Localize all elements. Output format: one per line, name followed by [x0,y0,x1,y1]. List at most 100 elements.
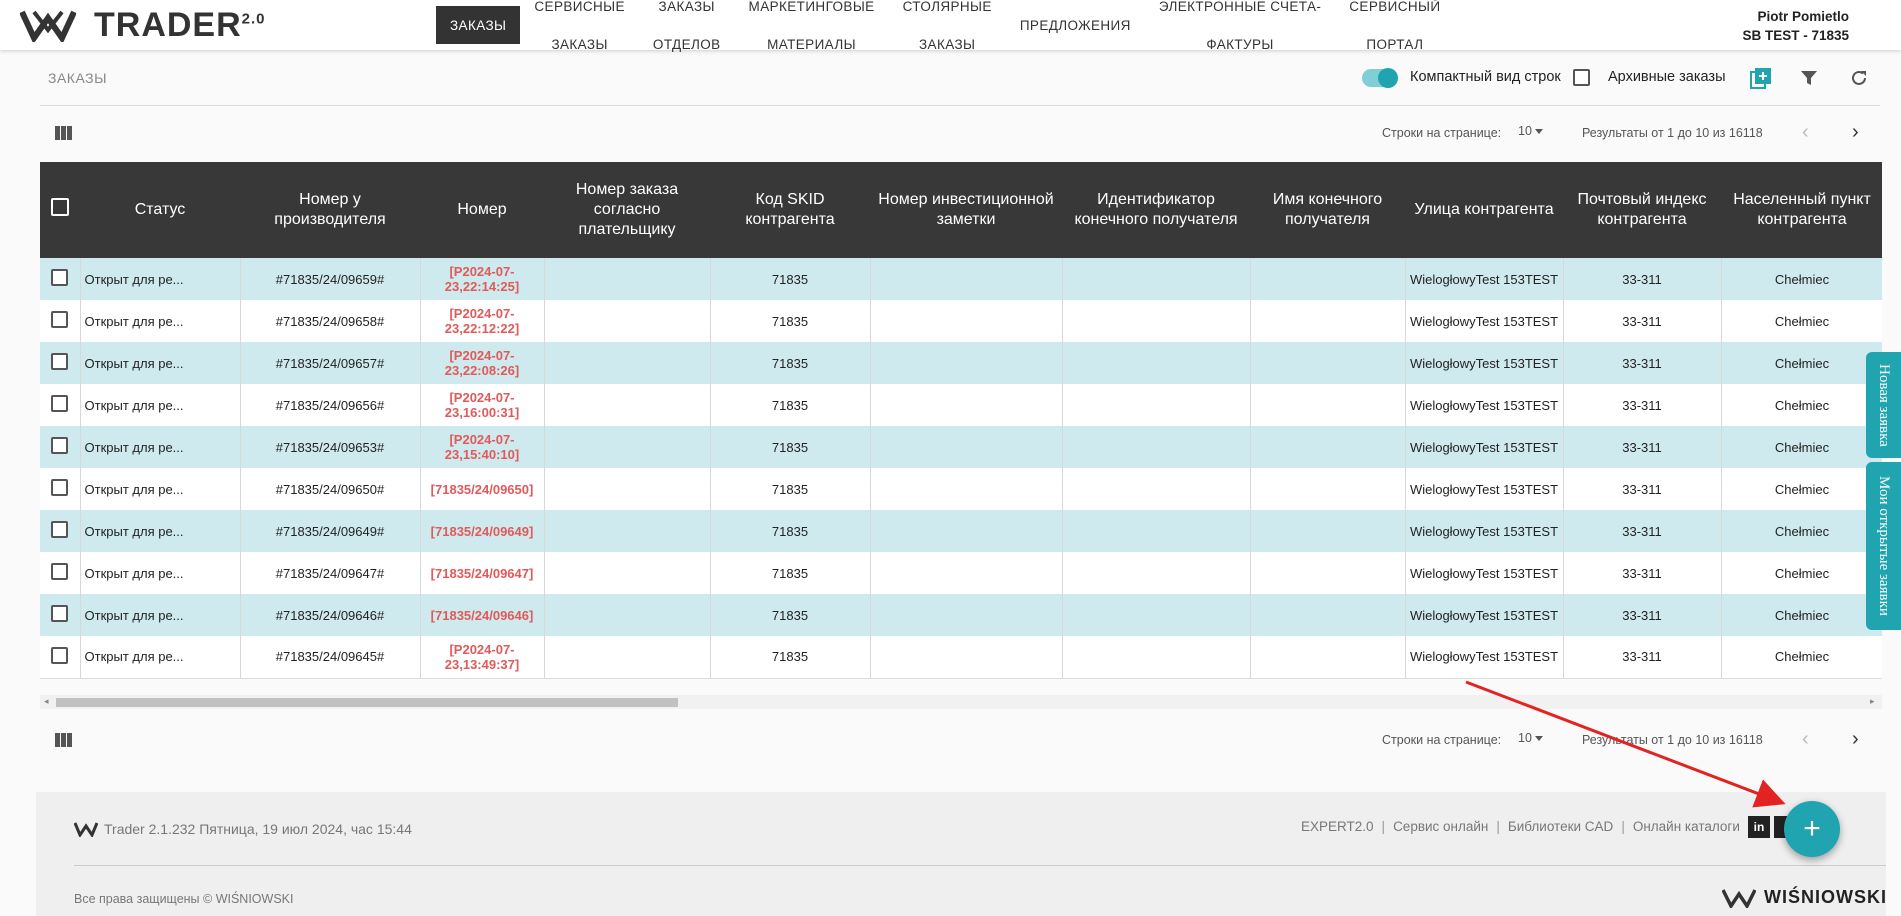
refresh-icon[interactable] [1846,65,1872,91]
row-checkbox[interactable] [40,510,81,552]
order-number-cell[interactable]: [71835/24/09646] [420,594,545,636]
table-row[interactable]: Открыт для ре... #71835/24/09656# [P2024-0… [40,384,1882,426]
skid-code-cell: 71835 [710,636,871,679]
scrollbar-track[interactable] [1887,0,1901,50]
rows-per-page-select[interactable]: 10 [1518,731,1543,745]
footer-link-expert[interactable]: EXPERT2.0 [1301,819,1374,834]
end-recipient-id-cell [1062,384,1251,426]
table-row[interactable]: Открыт для ре... #71835/24/09649# [71835/2… [40,510,1882,552]
add-order-icon[interactable] [1748,65,1774,91]
select-all-checkbox[interactable] [40,162,80,258]
investment-note-cell [870,426,1063,468]
end-recipient-id-cell [1062,258,1251,300]
scroll-left-icon[interactable]: ◂ [44,696,49,706]
postal-code-cell: 33-311 [1563,342,1722,384]
row-checkbox[interactable] [40,258,81,300]
status-cell: Открыт для ре... [80,552,241,594]
order-number-cell[interactable]: [71835/24/09649] [420,510,545,552]
skid-code-cell: 71835 [710,510,871,552]
nav-item-6[interactable]: ЭЛЕКТРОННЫЕ СЧЕТА- ФАКТУРЫ [1145,0,1335,52]
column-header[interactable]: Имя конечного получателя [1250,162,1405,258]
payer-order-number-cell [544,426,711,468]
city-cell: Chełmiec [1721,342,1882,384]
nav-item-1[interactable]: СЕРВИСНЫЕ ЗАКАЗЫ [520,0,639,52]
add-fab-button[interactable]: + [1784,801,1840,857]
scrollbar-thumb[interactable] [56,698,678,707]
column-header[interactable]: Номер инвестиционной заметки [870,162,1062,258]
columns-icon[interactable] [55,733,73,747]
city-cell: Chełmiec [1721,552,1882,594]
row-checkbox[interactable] [40,300,81,342]
next-page-icon[interactable]: › [1852,728,1859,750]
side-tab-my-open-requests[interactable]: Мои открытые заявки [1866,462,1901,630]
table-row[interactable]: Открыт для ре... #71835/24/09659# [P2024-0… [40,258,1882,300]
column-header[interactable]: Почтовый индекс контрагента [1563,162,1721,258]
compact-rows-toggle[interactable] [1362,68,1398,88]
column-header[interactable]: Номер [420,162,544,258]
prev-page-icon[interactable]: ‹ [1802,121,1809,143]
user-info[interactable]: Piotr Pomietlo SB TEST - 71835 [1742,7,1849,45]
manufacturer-number-cell: #71835/24/09645# [240,636,421,679]
app-logo[interactable]: TRADER2.0 [20,6,266,44]
row-checkbox[interactable] [40,594,81,636]
table-row[interactable]: Открыт для ре... #71835/24/09650# [71835/2… [40,468,1882,510]
row-checkbox[interactable] [40,552,81,594]
order-number-cell[interactable]: [71835/24/09647] [420,552,545,594]
postal-code-cell: 33-311 [1563,552,1722,594]
footer-link-cad[interactable]: Библиотеки CAD [1507,819,1614,834]
order-number-cell[interactable]: [P2024-07-23,22:12:22] [420,300,545,342]
column-header[interactable]: Статус [80,162,240,258]
nav-item-4[interactable]: СТОЛЯРНЫЕ ЗАКАЗЫ [889,0,1006,52]
wisniowski-logo[interactable]: WIŚNIOWSKI [1722,887,1887,908]
column-header[interactable]: Номер заказа согласно плательщику [544,162,710,258]
archive-orders-checkbox[interactable] [1573,69,1590,86]
table-row[interactable]: Открыт для ре... #71835/24/09646# [71835/2… [40,594,1882,636]
scroll-right-icon[interactable]: ▸ [1870,696,1875,706]
column-header[interactable]: Улица контрагента [1405,162,1563,258]
table-row[interactable]: Открыт для ре... #71835/24/09657# [P2024-0… [40,342,1882,384]
table-row[interactable]: Открыт для ре... #71835/24/09653# [P2024-0… [40,426,1882,468]
rows-per-page-select[interactable]: 10 [1518,124,1543,138]
row-checkbox[interactable] [40,636,81,679]
columns-icon[interactable] [55,126,73,140]
row-checkbox[interactable] [40,426,81,468]
table-horizontal-scrollbar[interactable]: ◂ ▸ [40,695,1882,709]
postal-code-cell: 33-311 [1563,636,1722,679]
footer-link-service[interactable]: Сервис онлайн [1393,819,1489,834]
side-tab-new-request[interactable]: Новая заявка [1866,352,1901,458]
caret-down-icon [1534,129,1543,135]
table-row[interactable]: Открыт для ре... #71835/24/09658# [P2024-0… [40,300,1882,342]
investment-note-cell [870,510,1063,552]
order-number-cell[interactable]: [71835/24/09650] [420,468,545,510]
column-header[interactable]: Номер у производителя [240,162,420,258]
toggle-knob [1378,68,1398,88]
order-number-cell[interactable]: [P2024-07-23,22:08:26] [420,342,545,384]
nav-item-7[interactable]: СЕРВИСНЫЙ ПОРТАЛ [1335,0,1454,52]
row-checkbox[interactable] [40,384,81,426]
manufacturer-number-cell: #71835/24/09653# [240,426,421,468]
order-number-cell[interactable]: [P2024-07-23,16:00:31] [420,384,545,426]
next-page-icon[interactable]: › [1852,121,1859,143]
prev-page-icon[interactable]: ‹ [1802,728,1809,750]
column-header[interactable]: Населенный пункт контрагента [1721,162,1882,258]
order-number-cell[interactable]: [P2024-07-23,22:14:25] [420,258,545,300]
filter-icon[interactable] [1796,65,1822,91]
end-recipient-id-cell [1062,468,1251,510]
order-number-cell[interactable]: [P2024-07-23,13:49:37] [420,636,545,679]
nav-item-3[interactable]: МАРКЕТИНГОВЫЕ МАТЕРИАЛЫ [735,0,889,52]
table-row[interactable]: Открыт для ре... #71835/24/09647# [71835/2… [40,552,1882,594]
column-header[interactable]: Код SKID контрагента [710,162,870,258]
nav-item-2[interactable]: ЗАКАЗЫ ОТДЕЛОВ [639,0,735,52]
row-checkbox[interactable] [40,468,81,510]
nav-item-0[interactable]: ЗАКАЗЫ [436,6,521,44]
nav-label: МАРКЕТИНГОВЫЕ [748,0,875,14]
table-row[interactable]: Открыт для ре... #71835/24/09645# [P2024-0… [40,636,1882,679]
row-checkbox[interactable] [40,342,81,384]
column-header[interactable]: Идентификатор конечного получателя [1062,162,1250,258]
linkedin-icon[interactable]: in [1748,816,1770,838]
end-recipient-id-cell [1062,300,1251,342]
nav-item-5[interactable]: ПРЕДЛОЖЕНИЯ [1006,0,1145,50]
street-cell: WielogłowyTest 153TEST [1405,384,1564,426]
order-number-cell[interactable]: [P2024-07-23,15:40:10] [420,426,545,468]
footer-link-catalogs[interactable]: Онлайн каталоги [1632,819,1740,834]
